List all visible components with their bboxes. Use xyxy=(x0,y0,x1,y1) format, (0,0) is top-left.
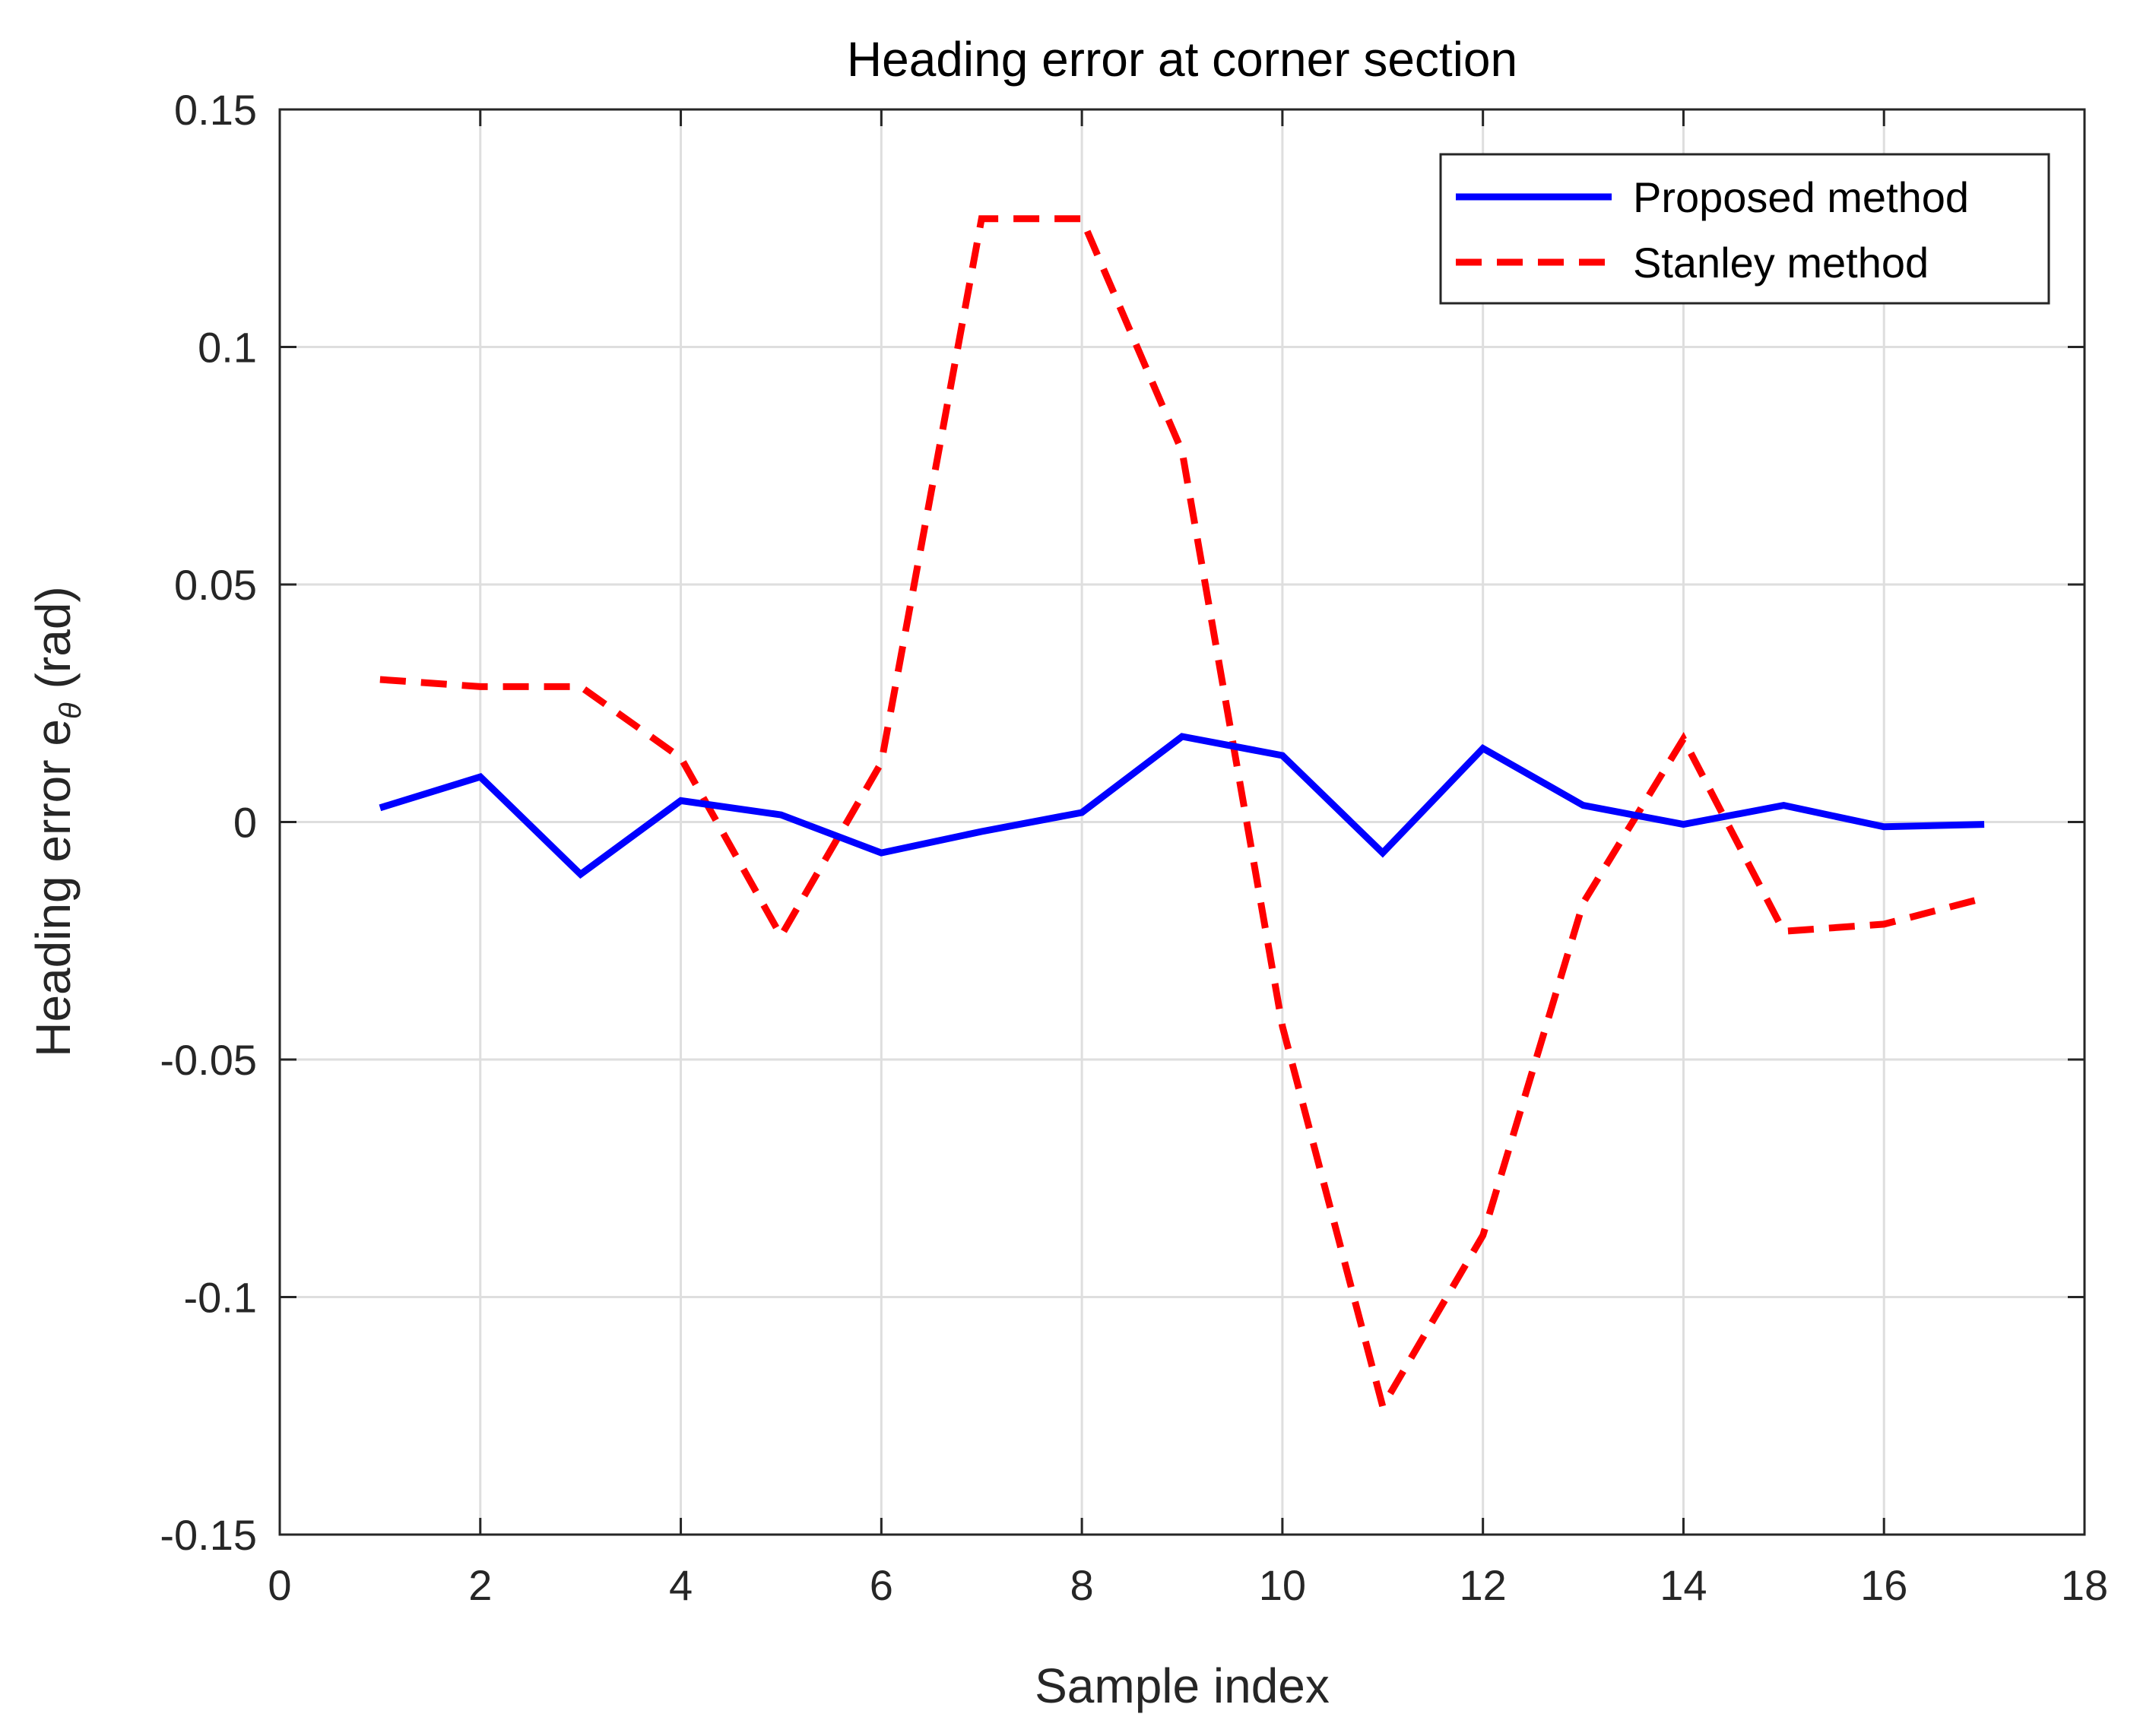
chart-title: Heading error at corner section xyxy=(847,32,1517,87)
x-tick-label: 10 xyxy=(1259,1561,1306,1609)
series-layer xyxy=(379,215,1986,1415)
y-tick-label: 0.05 xyxy=(174,561,257,609)
x-tick-label: 4 xyxy=(669,1561,693,1609)
y-tick-label: 0 xyxy=(233,799,257,847)
legend-label-stanley: Stanley method xyxy=(1633,239,1929,287)
x-tick-label: 0 xyxy=(268,1561,291,1609)
legend: Proposed method Stanley method xyxy=(1439,153,2050,305)
x-tick-label: 6 xyxy=(870,1561,893,1609)
x-tick-label: 8 xyxy=(1070,1561,1094,1609)
x-tick-label: 18 xyxy=(2061,1561,2108,1609)
y-tick-label: -0.05 xyxy=(160,1036,257,1084)
y-tick-label: -0.15 xyxy=(160,1511,257,1559)
axis-ticks: 0 2 4 6 8 10 12 14 16 18 -0.15 -0.1 -0.05 0 0.05 0.1 0.1… xyxy=(160,86,2108,1609)
legend-box xyxy=(1439,153,2050,305)
y-axis-label-subscript: θ xyxy=(54,702,87,719)
y-tick-label: -0.1 xyxy=(184,1274,258,1322)
x-axis-label: Sample index xyxy=(1035,1658,1330,1713)
x-tick-label: 14 xyxy=(1660,1561,1707,1609)
y-tick-label: 0.1 xyxy=(198,324,257,372)
y-axis-label-unit: (rad) xyxy=(26,586,81,689)
y-axis-label-main: Heading error e xyxy=(26,719,81,1057)
series-line-proposed xyxy=(379,733,1985,879)
y-tick-label: 0.15 xyxy=(174,86,257,134)
y-axis-label: Heading error eθ (rad) xyxy=(26,586,87,1057)
legend-label-proposed: Proposed method xyxy=(1633,173,1969,221)
x-tick-label: 16 xyxy=(1860,1561,1907,1609)
series-line-stanley xyxy=(379,215,1986,1415)
x-tick-label: 12 xyxy=(1460,1561,1507,1609)
x-tick-label: 2 xyxy=(468,1561,492,1609)
